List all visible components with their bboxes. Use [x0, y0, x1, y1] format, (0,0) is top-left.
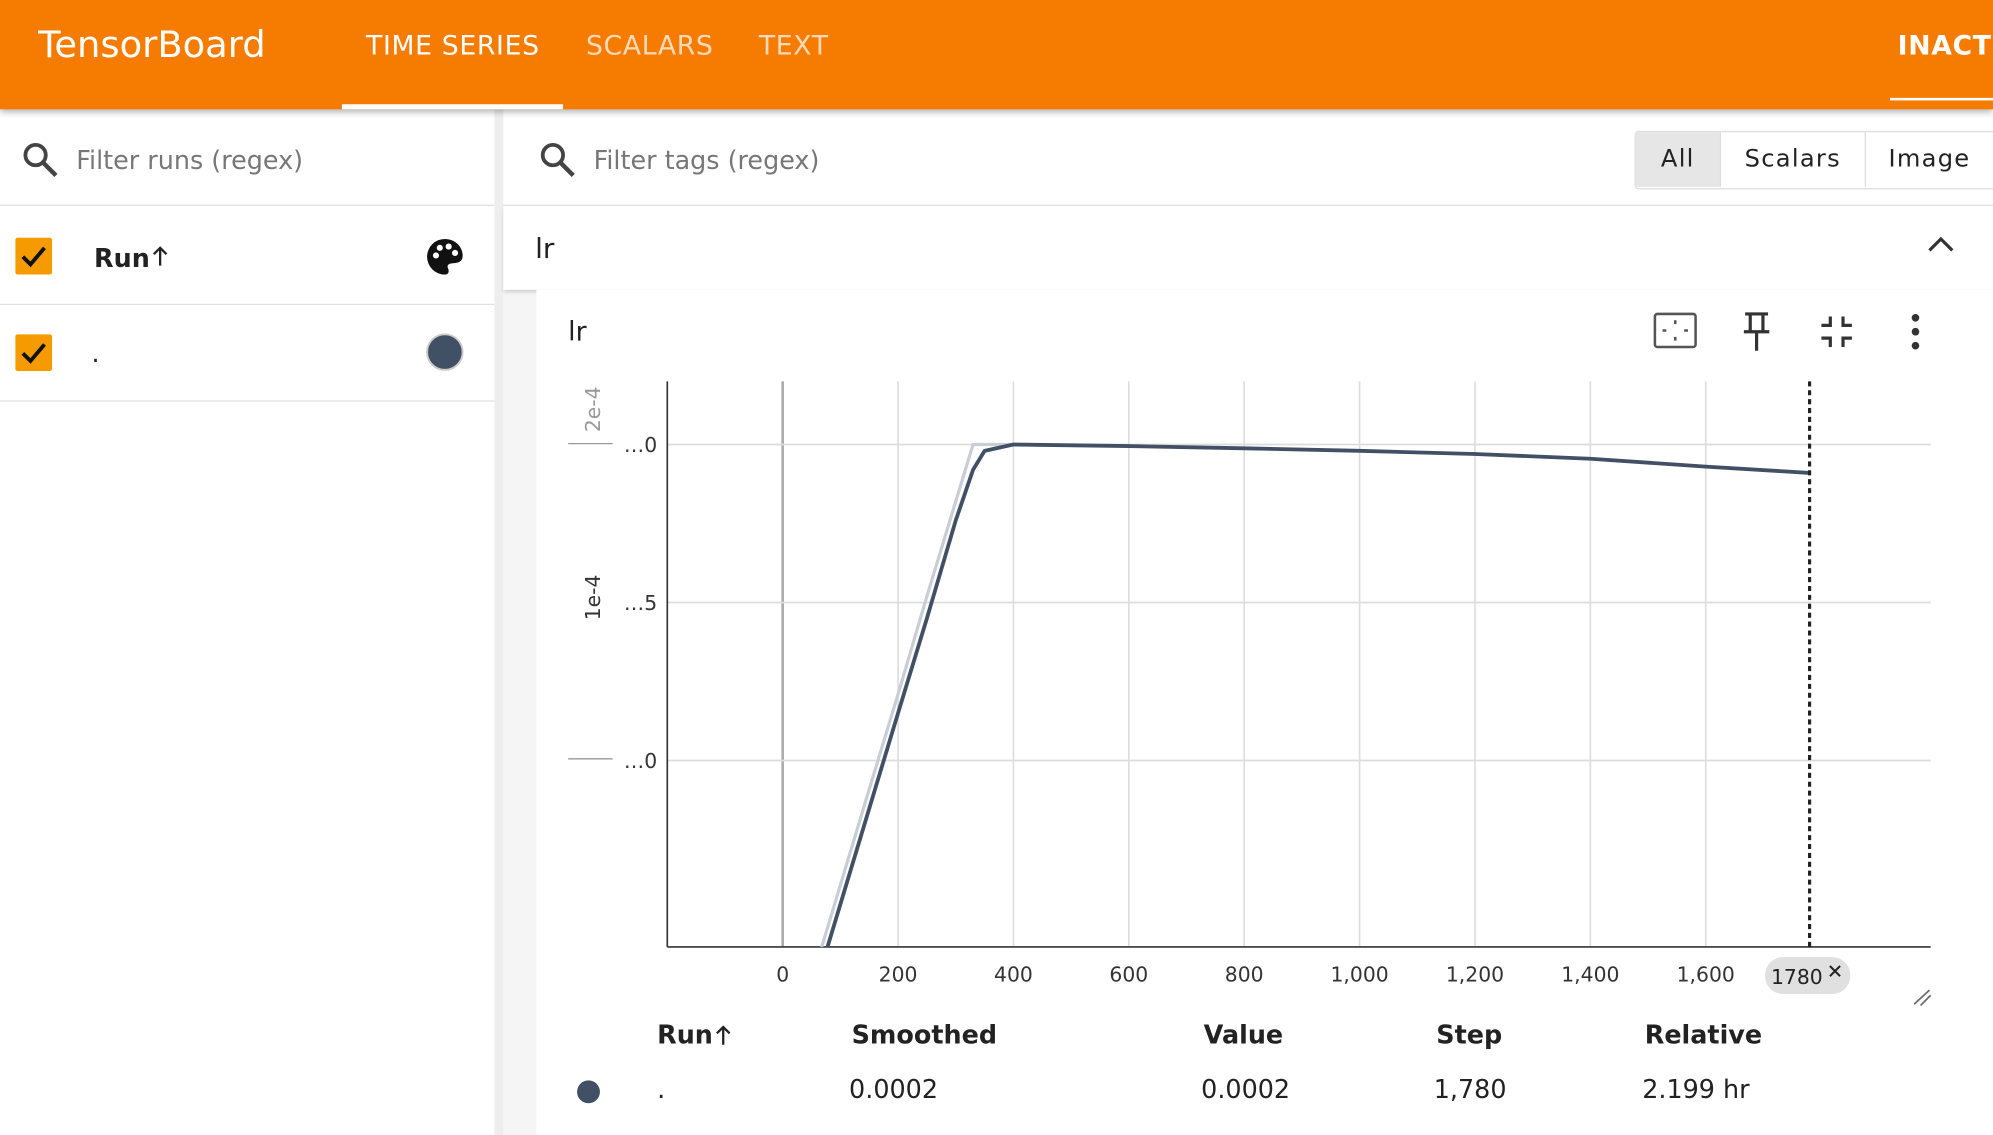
- splitter[interactable]: [494, 109, 504, 1135]
- y-axis-group-label: 1e-4: [581, 575, 605, 621]
- table-header: Run: [657, 1019, 713, 1050]
- search-icon: [23, 142, 58, 177]
- tab[interactable]: TEXT: [758, 30, 829, 62]
- table-cell: 1,780: [1433, 1074, 1507, 1105]
- y-tick-label: …0: [624, 433, 657, 457]
- table-header: Relative: [1644, 1019, 1763, 1050]
- resize-handle[interactable]: [1913, 989, 1932, 1006]
- x-tick-label: 200: [879, 962, 918, 986]
- search-icon: [540, 142, 575, 177]
- type-toggle: [1634, 130, 1993, 190]
- checkbox[interactable]: [15, 334, 53, 372]
- table-cell: 0.0002: [849, 1074, 939, 1105]
- y-tick-label: …5: [624, 591, 657, 615]
- top-bar: TensorBoard TIME SERIES SCALARS TEXT INA…: [0, 0, 1993, 110]
- card-title: lr: [568, 316, 587, 347]
- collapse-icon[interactable]: [1926, 231, 1957, 256]
- swatch: [577, 1080, 600, 1104]
- step-marker-label: 1780: [1771, 965, 1823, 989]
- divider: [503, 204, 1993, 206]
- tab[interactable]: TIME SERIES: [366, 30, 540, 62]
- type-button[interactable]: Scalars: [1721, 132, 1866, 187]
- table-header: Step: [1436, 1019, 1503, 1050]
- table-header: Value: [1203, 1019, 1284, 1050]
- step-marker-remove: [1829, 965, 1841, 977]
- sort-arrow: [152, 246, 168, 266]
- run-header[interactable]: Run: [94, 242, 150, 274]
- x-tick-label: 400: [994, 962, 1033, 986]
- x-tick-label: 0: [776, 962, 789, 986]
- collapse-card-icon[interactable]: [1819, 314, 1855, 350]
- x-tick-label: 1,600: [1677, 962, 1735, 986]
- group-title: lr: [535, 233, 555, 266]
- pin-icon[interactable]: [1739, 310, 1775, 353]
- run-swatch: [577, 1080, 600, 1104]
- x-tick-label: 1,400: [1561, 962, 1619, 986]
- run-filter-input[interactable]: Filter runs (regex): [76, 144, 304, 176]
- divider: [0, 400, 495, 402]
- fit-domain-icon[interactable]: [1652, 311, 1698, 352]
- run-color[interactable]: [425, 332, 466, 373]
- y-axis-group-label: 2e-4: [581, 386, 605, 432]
- active-tab-indicator: [341, 104, 564, 110]
- sort-arrow: [716, 1025, 731, 1045]
- status-dropdown[interactable]: INACTI: [1897, 30, 1993, 62]
- x-tick-label: 600: [1109, 962, 1148, 986]
- y-tick-label: …0: [624, 749, 657, 773]
- divider: [0, 204, 495, 206]
- type-button[interactable]: Image: [1866, 132, 1993, 187]
- group-header[interactable]: [503, 205, 1993, 290]
- more-icon[interactable]: [1903, 311, 1928, 352]
- step-marker-chip: [1765, 957, 1851, 994]
- checkbox[interactable]: [15, 237, 53, 275]
- table-cell: .: [657, 1074, 666, 1105]
- x-tick-label: 1,200: [1446, 962, 1504, 986]
- run-name: .: [91, 338, 100, 369]
- divider: [0, 303, 495, 306]
- palette-icon[interactable]: [425, 236, 466, 277]
- x-tick-label: 800: [1225, 962, 1264, 986]
- card: [536, 289, 1993, 1135]
- tag-filter-input[interactable]: Filter tags (regex): [593, 144, 820, 176]
- plot-area: [820, 442, 1810, 947]
- status-underline: [1890, 97, 1993, 101]
- table-cell: 2.199 hr: [1642, 1074, 1750, 1105]
- table-cell: 0.0002: [1201, 1074, 1291, 1105]
- x-tick-label: 1,000: [1330, 962, 1388, 986]
- type-button[interactable]: All: [1635, 132, 1722, 187]
- app-title: TensorBoard: [38, 22, 266, 67]
- series-line: [825, 442, 1810, 947]
- table-header: Smoothed: [851, 1019, 998, 1050]
- tab[interactable]: SCALARS: [585, 30, 714, 62]
